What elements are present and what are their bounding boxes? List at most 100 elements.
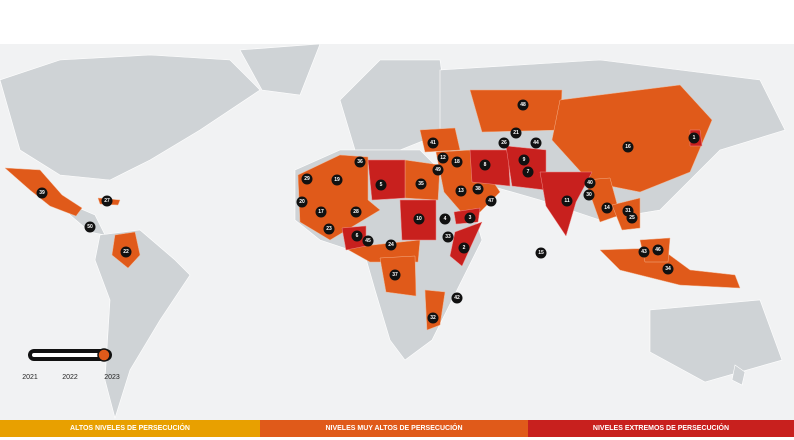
timeline[interactable] bbox=[28, 348, 112, 362]
rank-marker[interactable]: 26 bbox=[498, 137, 510, 149]
marker-label: 10 bbox=[416, 216, 422, 222]
marker-label: 38 bbox=[475, 186, 481, 192]
rank-marker[interactable]: 32 bbox=[427, 312, 439, 324]
rank-marker[interactable]: 10 bbox=[413, 213, 425, 225]
rank-marker[interactable]: 17 bbox=[315, 206, 327, 218]
marker-dot bbox=[472, 183, 484, 195]
marker-label: 49 bbox=[435, 167, 441, 173]
rank-marker[interactable]: 21 bbox=[510, 127, 522, 139]
rank-marker[interactable]: 46 bbox=[652, 244, 664, 256]
rank-marker[interactable]: 48 bbox=[517, 99, 529, 111]
marker-label: 44 bbox=[533, 140, 539, 146]
marker-dot bbox=[498, 137, 510, 149]
marker-label: 50 bbox=[87, 224, 93, 230]
rank-marker[interactable]: 8 bbox=[479, 159, 491, 171]
legend-label: NIVELES MUY ALTOS DE PERSECUCIÓN bbox=[325, 423, 462, 432]
marker-dot bbox=[584, 177, 596, 189]
rank-marker[interactable]: 24 bbox=[385, 239, 397, 251]
marker-dot bbox=[120, 246, 132, 258]
marker-dot bbox=[351, 230, 363, 242]
rank-marker[interactable]: 4 bbox=[439, 213, 451, 225]
rank-marker[interactable]: 6 bbox=[351, 230, 363, 242]
marker-dot bbox=[354, 156, 366, 168]
rank-marker[interactable]: 35 bbox=[415, 178, 427, 190]
rank-marker[interactable]: 14 bbox=[601, 202, 613, 214]
rank-marker[interactable]: 30 bbox=[583, 189, 595, 201]
marker-dot bbox=[510, 127, 522, 139]
rank-marker[interactable]: 23 bbox=[323, 223, 335, 235]
marker-dot bbox=[432, 164, 444, 176]
marker-label: 41 bbox=[430, 140, 436, 146]
rank-marker[interactable]: 43 bbox=[638, 246, 650, 258]
rank-marker[interactable]: 37 bbox=[389, 269, 401, 281]
marker-dot bbox=[561, 195, 573, 207]
rank-marker[interactable]: 16 bbox=[622, 141, 634, 153]
rank-marker[interactable]: 18 bbox=[451, 156, 463, 168]
rank-marker[interactable]: 7 bbox=[522, 166, 534, 178]
rank-marker[interactable]: 39 bbox=[36, 187, 48, 199]
marker-dot bbox=[583, 189, 595, 201]
marker-dot bbox=[530, 137, 542, 149]
rank-marker[interactable]: 1 bbox=[688, 132, 700, 144]
marker-dot bbox=[626, 212, 638, 224]
rank-marker[interactable]: 11 bbox=[561, 195, 573, 207]
marker-dot bbox=[451, 156, 463, 168]
rank-marker[interactable]: 13 bbox=[455, 185, 467, 197]
year-label: 2022 bbox=[62, 374, 78, 381]
marker-dot bbox=[389, 269, 401, 281]
marker-label: 43 bbox=[641, 249, 647, 255]
rank-marker[interactable]: 34 bbox=[662, 263, 674, 275]
marker-label: 35 bbox=[418, 181, 424, 187]
marker-dot bbox=[437, 152, 449, 164]
year-label: 2021 bbox=[22, 374, 38, 381]
rank-marker[interactable]: 27 bbox=[101, 195, 113, 207]
marker-label: 29 bbox=[304, 176, 310, 182]
marker-dot bbox=[535, 247, 547, 259]
marker-dot bbox=[413, 213, 425, 225]
rank-marker[interactable]: 29 bbox=[301, 173, 313, 185]
rank-marker[interactable]: 45 bbox=[362, 235, 374, 247]
rank-marker[interactable]: 41 bbox=[427, 137, 439, 149]
marker-dot bbox=[442, 231, 454, 243]
marker-label: 19 bbox=[334, 177, 340, 183]
marker-dot bbox=[458, 242, 470, 254]
rank-marker[interactable]: 47 bbox=[485, 195, 497, 207]
marker-label: 1 bbox=[693, 135, 696, 141]
rank-marker[interactable]: 50 bbox=[84, 221, 96, 233]
marker-label: 30 bbox=[586, 192, 592, 198]
rank-marker[interactable]: 20 bbox=[296, 196, 308, 208]
marker-dot bbox=[518, 154, 530, 166]
marker-dot bbox=[455, 185, 467, 197]
marker-dot bbox=[638, 246, 650, 258]
rank-marker[interactable]: 15 bbox=[535, 247, 547, 259]
marker-label: 16 bbox=[625, 144, 631, 150]
marker-label: 4 bbox=[444, 216, 447, 222]
rank-marker[interactable]: 49 bbox=[432, 164, 444, 176]
marker-dot bbox=[415, 178, 427, 190]
rank-marker[interactable]: 44 bbox=[530, 137, 542, 149]
rank-marker[interactable]: 28 bbox=[350, 206, 362, 218]
rank-marker[interactable]: 42 bbox=[451, 292, 463, 304]
marker-dot bbox=[522, 166, 534, 178]
rank-marker[interactable]: 5 bbox=[375, 179, 387, 191]
marker-label: 14 bbox=[604, 205, 610, 211]
rank-marker[interactable]: 19 bbox=[331, 174, 343, 186]
timeline-handle[interactable] bbox=[97, 348, 111, 362]
rank-marker[interactable]: 22 bbox=[120, 246, 132, 258]
marker-dot bbox=[652, 244, 664, 256]
marker-label: 8 bbox=[484, 162, 487, 168]
marker-dot bbox=[479, 159, 491, 171]
marker-label: 36 bbox=[357, 159, 363, 165]
rank-marker[interactable]: 9 bbox=[518, 154, 530, 166]
rank-marker[interactable]: 25 bbox=[626, 212, 638, 224]
rank-marker[interactable]: 36 bbox=[354, 156, 366, 168]
rank-marker[interactable]: 2 bbox=[458, 242, 470, 254]
rank-marker[interactable]: 38 bbox=[472, 183, 484, 195]
rank-marker[interactable]: 3 bbox=[464, 212, 476, 224]
rank-marker[interactable]: 12 bbox=[437, 152, 449, 164]
rank-marker[interactable]: 40 bbox=[584, 177, 596, 189]
legend-label: NIVELES EXTREMOS DE PERSECUCIÓN bbox=[593, 423, 729, 432]
rank-marker[interactable]: 33 bbox=[442, 231, 454, 243]
marker-label: 33 bbox=[445, 234, 451, 240]
